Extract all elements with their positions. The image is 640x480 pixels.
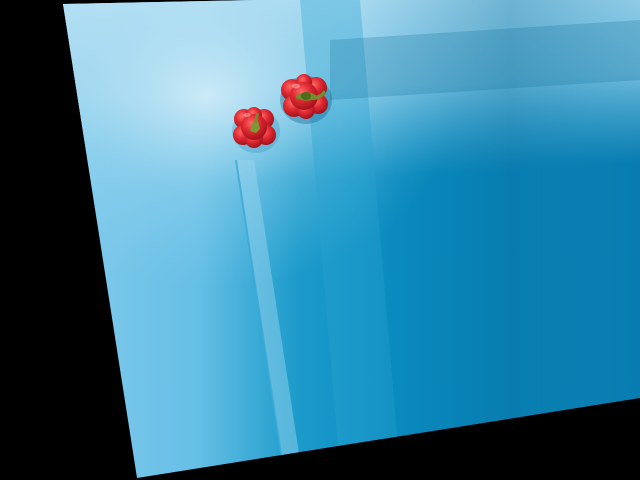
red-bell-pepper-icon	[280, 74, 332, 124]
red-bell-pepper-icon	[232, 107, 280, 153]
